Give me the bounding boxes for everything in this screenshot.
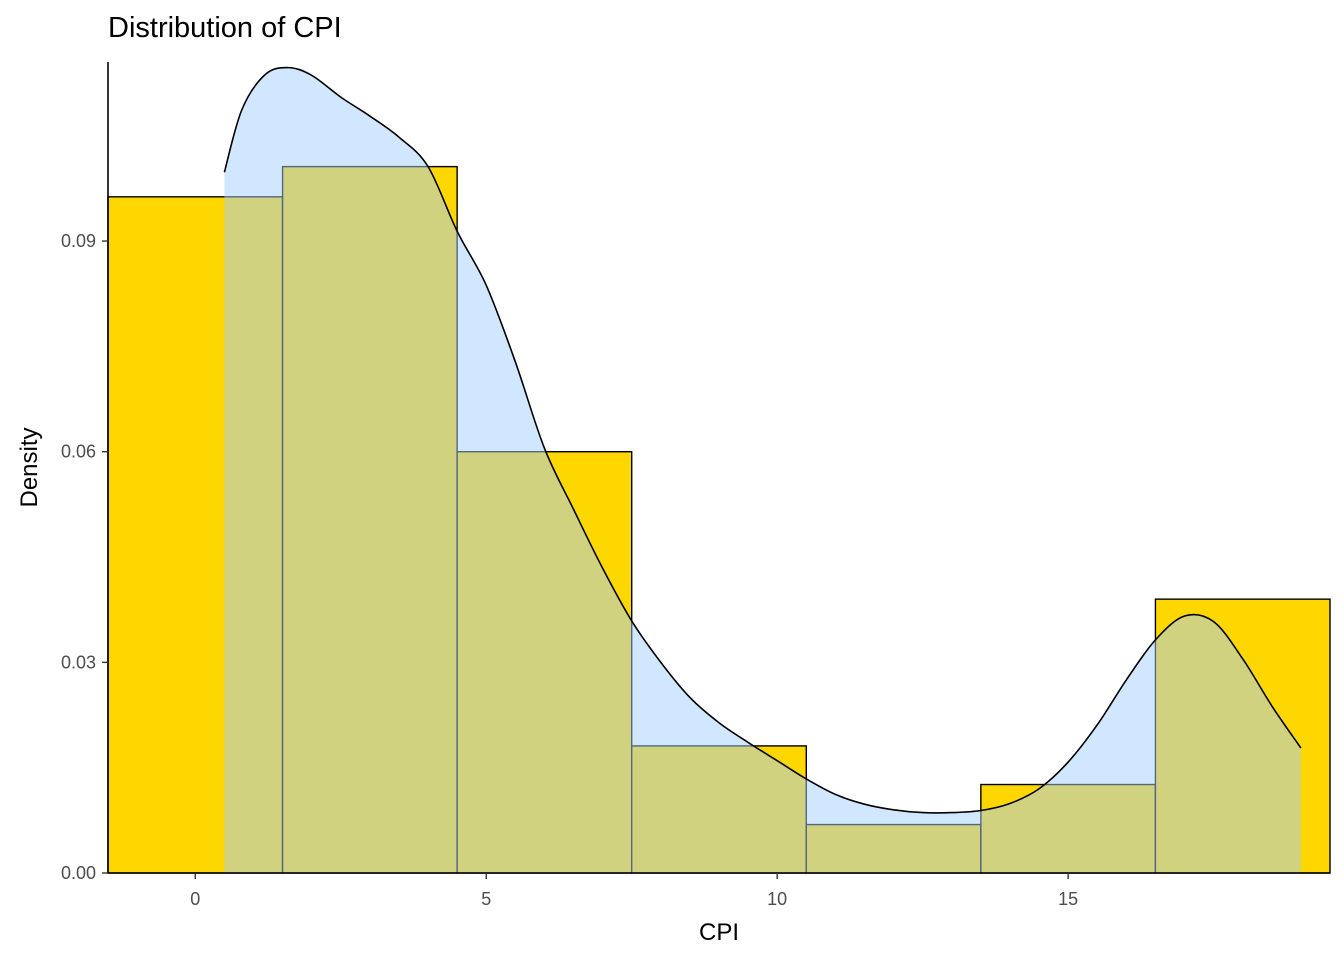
y-tick-label: 0.03 (61, 652, 96, 672)
y-tick-label: 0.00 (61, 863, 96, 883)
x-tick-label: 0 (190, 889, 200, 909)
y-tick-label: 0.09 (61, 231, 96, 251)
density-area (224, 67, 1301, 873)
x-axis-title: CPI (699, 919, 739, 946)
x-tick-label: 10 (767, 889, 787, 909)
density-line (223, 66, 1302, 814)
y-tick-label: 0.06 (61, 442, 96, 462)
chart-title: Distribution of CPI (108, 12, 342, 44)
y-axis-title: Density (16, 427, 43, 507)
y-axis-ticks: 0.00 0.03 0.06 0.09 (61, 231, 108, 883)
x-axis-ticks: 0 5 10 15 (190, 873, 1078, 909)
x-tick-label: 15 (1058, 889, 1078, 909)
x-tick-label: 5 (481, 889, 491, 909)
